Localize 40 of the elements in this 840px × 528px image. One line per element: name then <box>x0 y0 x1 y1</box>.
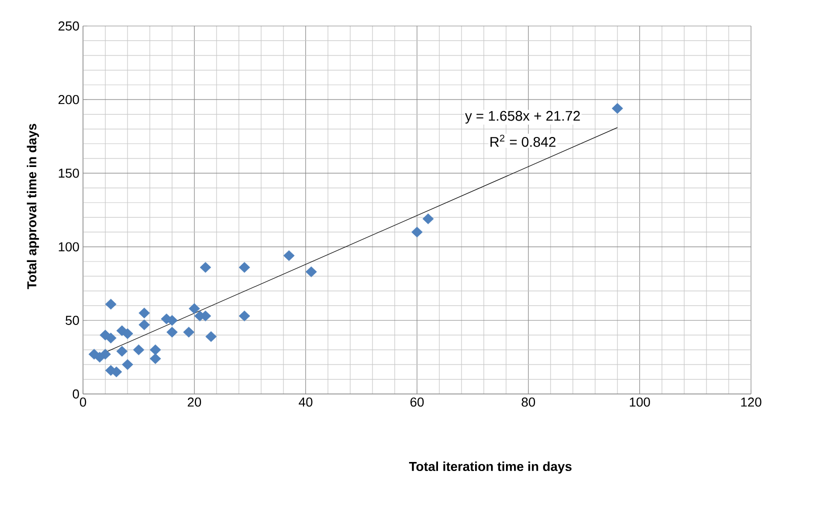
point <box>422 213 434 224</box>
x-tick-label: 100 <box>630 398 650 407</box>
y-tick-label: 0 <box>72 389 79 399</box>
point <box>188 303 200 314</box>
y-axis-title: Total approval time in days <box>26 124 39 290</box>
point <box>411 226 423 238</box>
point <box>200 262 212 273</box>
point <box>122 359 134 370</box>
point <box>122 328 134 340</box>
point <box>150 344 162 356</box>
point <box>183 326 194 338</box>
y-tick-label: 100 <box>58 242 79 252</box>
point <box>105 332 116 344</box>
point <box>205 331 217 342</box>
point <box>238 310 250 322</box>
x-tick-label: 120 <box>741 398 762 407</box>
y-tick-label: 250 <box>58 21 79 31</box>
annotation: R$^{2}$ = 0.842 <box>490 134 556 147</box>
point <box>138 319 150 330</box>
point <box>306 266 317 278</box>
point <box>105 298 116 310</box>
point <box>100 348 111 360</box>
x-tick-label: 80 <box>522 398 536 407</box>
y-tick-label: 200 <box>58 95 79 104</box>
point <box>133 344 144 356</box>
point <box>138 308 150 318</box>
annotation: y = 1.658x + 21.72 <box>465 110 580 124</box>
point <box>283 250 295 261</box>
y-tick-label: 150 <box>58 168 79 178</box>
point <box>150 353 162 364</box>
point <box>116 346 128 357</box>
x-tick-label: 0 <box>80 398 86 407</box>
x-axis-title: Total iteration time in days <box>409 462 572 474</box>
x-tick-label: 20 <box>188 398 202 407</box>
x-tick-label: 60 <box>410 398 424 407</box>
x-tick-label: 40 <box>298 398 312 407</box>
point <box>238 262 250 273</box>
point <box>166 326 178 338</box>
point <box>612 103 624 114</box>
y-tick-label: 50 <box>66 316 79 325</box>
